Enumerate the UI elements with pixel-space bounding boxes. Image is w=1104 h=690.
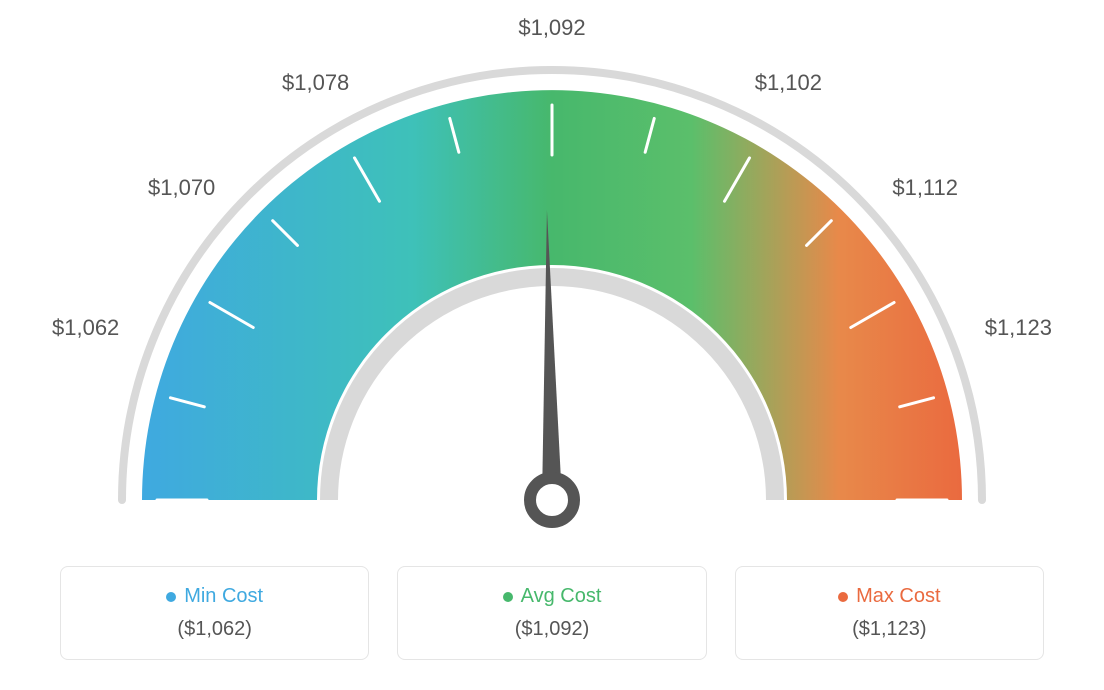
legend-card-max: Max Cost ($1,123) bbox=[735, 566, 1044, 660]
legend-dot-max bbox=[838, 592, 848, 602]
scale-label: $1,112 bbox=[892, 175, 958, 200]
legend-label-max: Max Cost bbox=[856, 585, 940, 608]
scale-label: $1,078 bbox=[282, 70, 349, 95]
gauge-svg: $1,062 $1,070 $1,078 $1,092 $1,102 $1,112 $1,1… bbox=[0, 0, 1104, 560]
legend-label-avg: Avg Cost bbox=[521, 585, 602, 608]
legend-card-avg: Avg Cost ($1,092) bbox=[397, 566, 706, 660]
scale-label: $1,092 bbox=[518, 15, 585, 40]
scale-label: $1,123 bbox=[985, 315, 1052, 340]
legend-value-min: ($1,062) bbox=[77, 618, 352, 641]
legend-dot-min bbox=[166, 592, 176, 602]
legend-dot-avg bbox=[503, 592, 513, 602]
legend-value-max: ($1,123) bbox=[752, 618, 1027, 641]
gauge-area: $1,062 $1,070 $1,078 $1,092 $1,102 $1,112 $1,1… bbox=[0, 0, 1104, 540]
scale-label: $1,102 bbox=[755, 70, 822, 95]
legend-value-avg: ($1,092) bbox=[414, 618, 689, 641]
legend-label-min: Min Cost bbox=[184, 585, 263, 608]
legend-card-min: Min Cost ($1,062) bbox=[60, 566, 369, 660]
legend-label-row-avg: Avg Cost bbox=[414, 585, 689, 608]
legend-label-row-max: Max Cost bbox=[752, 585, 1027, 608]
scale-label: $1,070 bbox=[148, 175, 215, 200]
gauge-chart-container: $1,062 $1,070 $1,078 $1,092 $1,102 $1,112 $1,1… bbox=[0, 0, 1104, 690]
legend-row: Min Cost ($1,062) Avg Cost ($1,092) Max … bbox=[60, 566, 1044, 660]
legend-label-row-min: Min Cost bbox=[77, 585, 352, 608]
scale-label: $1,062 bbox=[52, 315, 119, 340]
